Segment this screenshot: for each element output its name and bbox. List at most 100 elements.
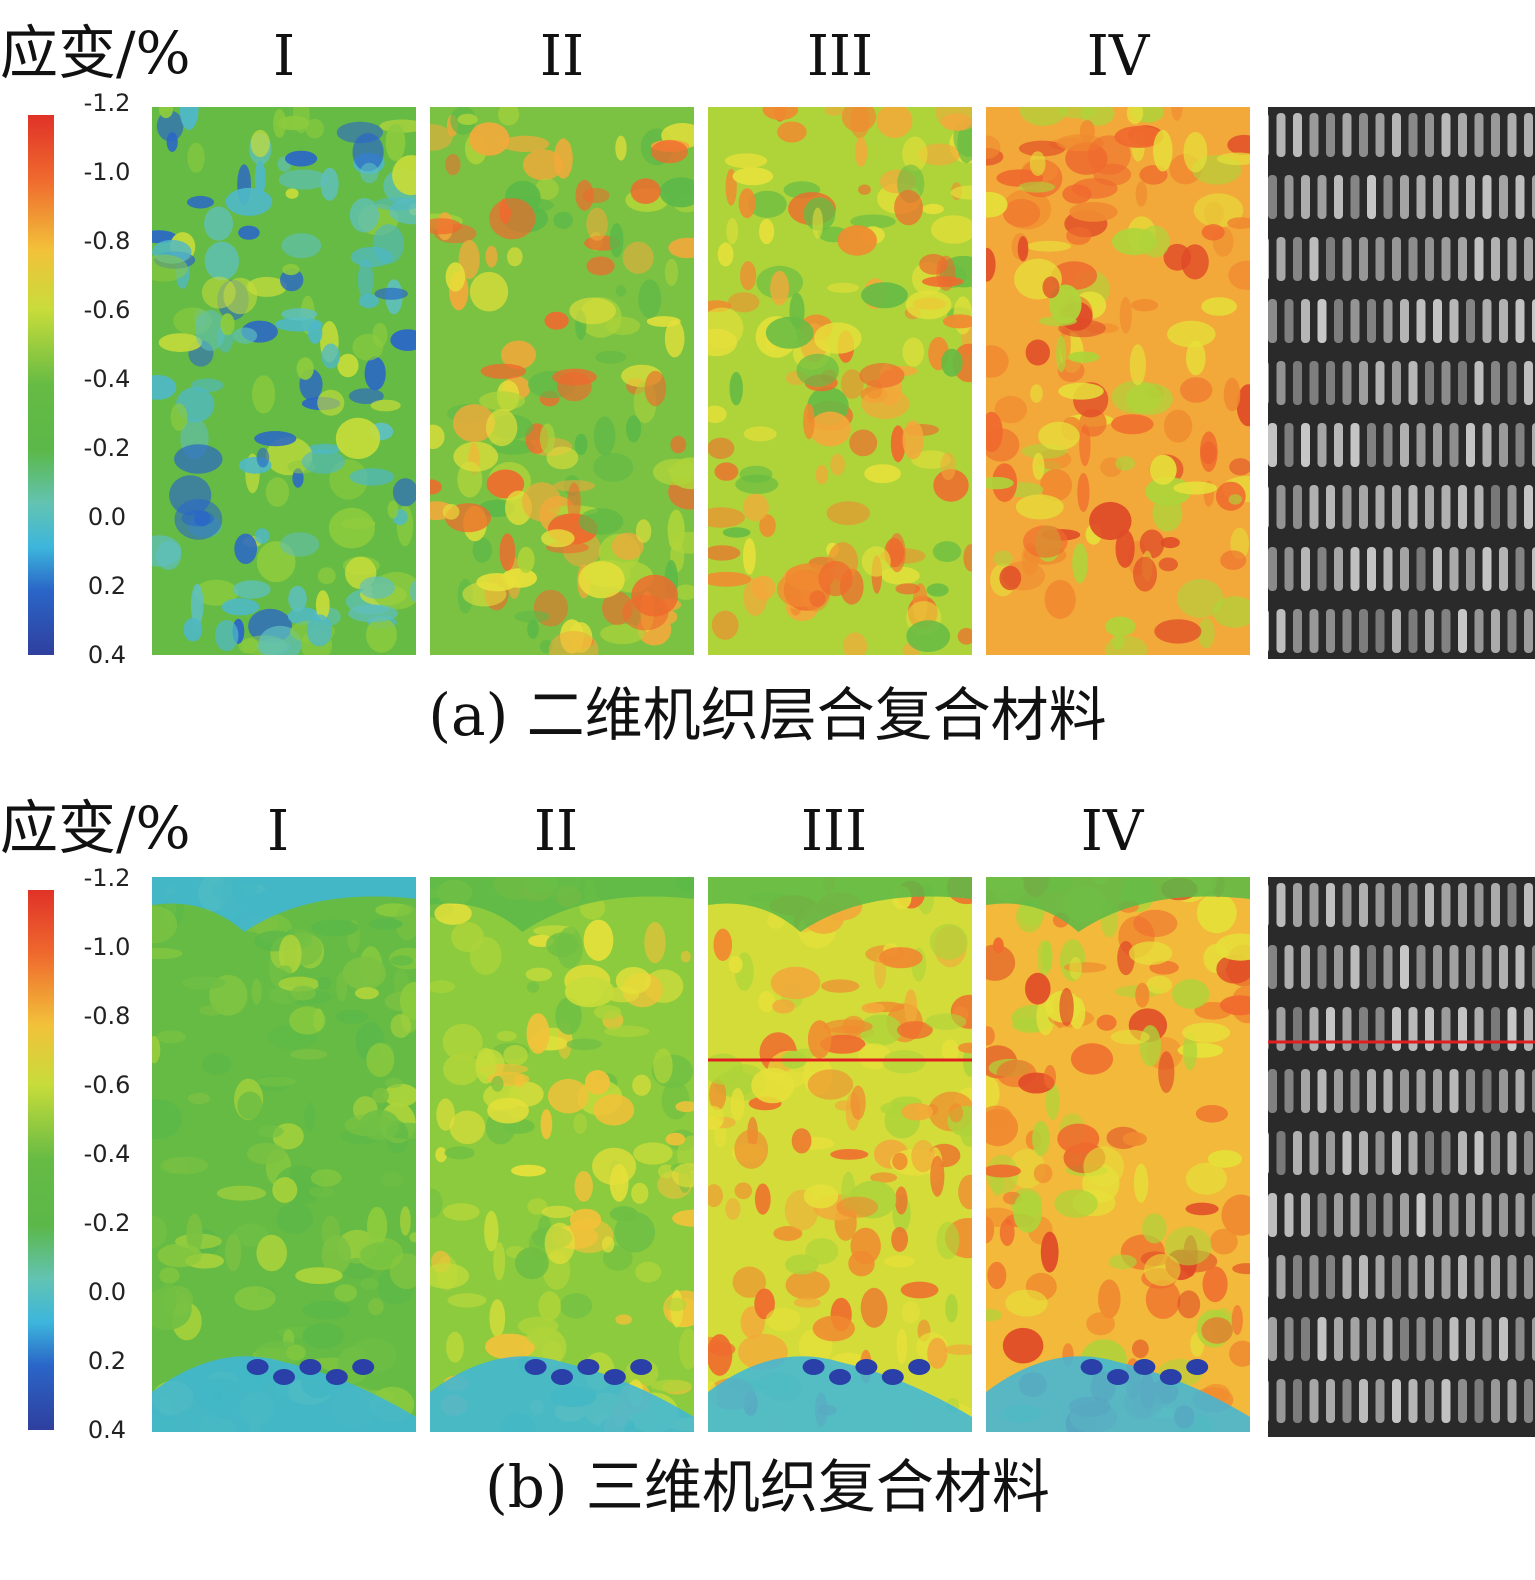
strain-blob: [729, 371, 743, 406]
strain-blob: [511, 1164, 546, 1177]
strain-blob: [156, 1030, 186, 1044]
tow: [1317, 1317, 1327, 1361]
strain-blob: [1044, 579, 1076, 619]
tow: [1334, 175, 1343, 219]
strain-blob: [1229, 1340, 1250, 1367]
tow: [1499, 423, 1508, 467]
tow: [1408, 485, 1418, 529]
tow: [1359, 237, 1368, 281]
tow: [1507, 609, 1517, 653]
strain-blob: [818, 560, 853, 597]
tow: [1276, 1007, 1286, 1051]
tow: [1392, 609, 1401, 653]
tow: [1400, 1317, 1409, 1361]
strain-blob: [861, 282, 908, 309]
strain-blob: [538, 1291, 561, 1321]
strain-blob: [387, 500, 399, 519]
strain-blob: [392, 478, 416, 507]
strain-blob: [713, 928, 733, 961]
strain-blob: [1056, 335, 1067, 373]
strain-blob: [288, 585, 307, 612]
tow: [1466, 175, 1475, 219]
upper-band: [708, 877, 972, 932]
tow: [1515, 1193, 1525, 1237]
strain-blob: [1163, 409, 1193, 443]
strain-blob: [254, 528, 270, 544]
tow: [1392, 1007, 1401, 1051]
strain-blob: [357, 259, 374, 300]
tow: [1383, 299, 1393, 343]
strain-blob: [556, 371, 592, 402]
tick-label: -1.2: [83, 89, 131, 117]
tow: [1400, 423, 1409, 467]
tow: [1359, 1255, 1368, 1299]
strain-blob: [1133, 909, 1178, 937]
tow: [1375, 1007, 1385, 1051]
strain-blob: [709, 1079, 727, 1111]
strain-blob: [927, 1337, 948, 1369]
strain-blob: [1018, 107, 1068, 126]
strain-blob: [986, 1109, 1019, 1147]
tow: [1491, 1255, 1500, 1299]
strain-blob: [1173, 481, 1218, 495]
strain-blob: [336, 121, 384, 144]
strain-blob: [1158, 557, 1178, 572]
strain-blob: [593, 416, 616, 456]
strain-blob: [290, 1049, 328, 1060]
colorbar-ticks: -1.2 -1.0 -0.8 -0.6 -0.4 -0.2 0.0 0.2 0.…: [72, 88, 142, 669]
strain-blob: [514, 610, 550, 623]
tow: [1507, 1007, 1517, 1051]
strain-blob: [430, 124, 453, 151]
strain-blob: [759, 514, 776, 538]
tow: [1317, 299, 1327, 343]
tow: [1342, 113, 1352, 157]
tow: [1408, 1131, 1418, 1175]
strain-blob: [1132, 1339, 1149, 1359]
tow: [1458, 113, 1467, 157]
strain-blob: [1131, 299, 1159, 312]
strain-blob: [152, 947, 183, 960]
strain-blob: [281, 233, 322, 259]
tow: [1458, 485, 1467, 529]
strain-blob: [919, 253, 948, 275]
strain-blob: [546, 446, 579, 470]
strain-blob: [1005, 1289, 1048, 1317]
strain-blob: [870, 1172, 898, 1183]
tow: [1326, 1007, 1335, 1051]
tow: [1309, 883, 1319, 927]
strain-blob: [593, 452, 634, 482]
strain-blob: [187, 195, 214, 209]
tow: [1293, 1131, 1302, 1175]
tow: [1474, 1131, 1484, 1175]
strain-blob: [895, 583, 921, 595]
strain-blob: [157, 1243, 202, 1268]
tow: [1317, 1193, 1327, 1237]
strain-blob: [777, 121, 807, 143]
strain-blob: [578, 508, 624, 535]
strain-blob: [539, 423, 555, 454]
strain-blob: [336, 972, 348, 1002]
strain-blob: [220, 313, 235, 336]
tow: [1532, 1069, 1535, 1113]
strain-blob: [1030, 384, 1043, 403]
strain-blob: [791, 1128, 812, 1154]
strain-blob: [894, 189, 923, 226]
strain-blob: [496, 1030, 517, 1042]
strain-blob: [278, 965, 292, 977]
strain-blob: [859, 1014, 902, 1046]
tow: [1425, 1131, 1434, 1175]
stage-label-2: II: [533, 799, 579, 864]
strain-blob: [282, 264, 300, 276]
strain-blob: [364, 356, 386, 391]
strain-blob: [304, 1102, 316, 1132]
strain-blob: [1207, 1150, 1242, 1168]
strain-blob: [941, 1039, 960, 1062]
strain-blob: [802, 1359, 825, 1375]
strain-blob: [469, 122, 510, 156]
strain-blob: [727, 292, 760, 313]
tow: [1383, 1193, 1393, 1237]
strain-blob: [1182, 1022, 1231, 1043]
strain-blob: [453, 404, 495, 443]
strain-blob: [501, 135, 550, 152]
strain-blob: [1216, 152, 1250, 166]
